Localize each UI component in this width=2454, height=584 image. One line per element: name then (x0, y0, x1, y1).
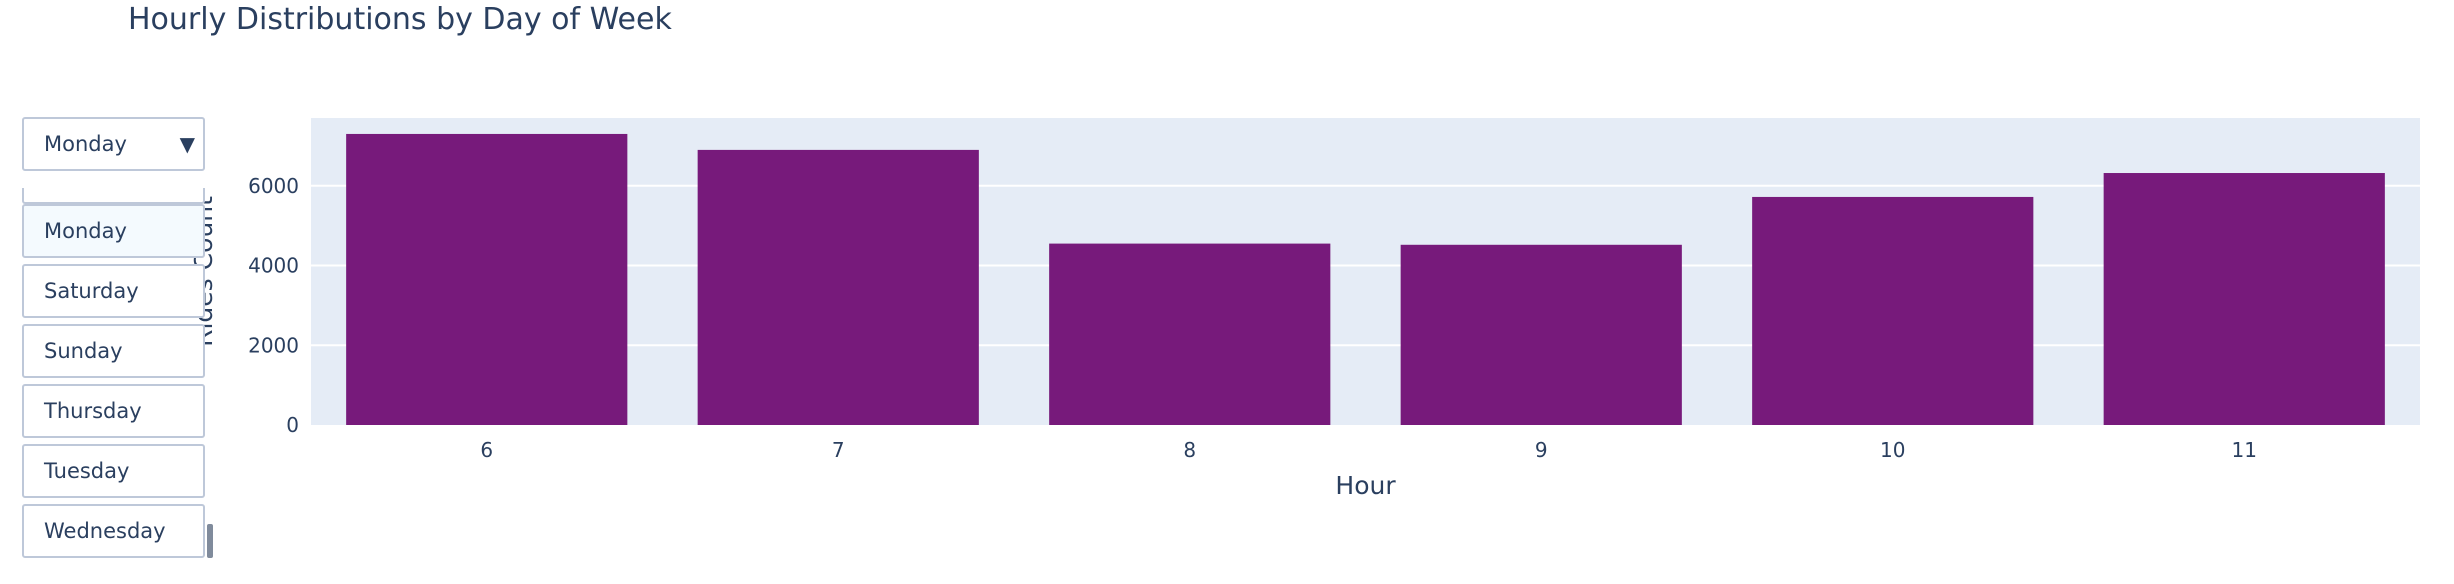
gridlines (311, 184, 2420, 347)
y-tick-label: 0 (286, 413, 299, 437)
triangle-down-icon: ▼ (179, 132, 195, 156)
bars (346, 133, 2385, 425)
chart-title: Hourly Distributions by Day of Week (128, 2, 672, 37)
y-tick-label: 4000 (248, 254, 299, 278)
bar-hour-11[interactable] (2103, 173, 2385, 425)
x-tick-label: 6 (480, 438, 493, 462)
dropdown-option-wednesday[interactable]: Wednesday (22, 504, 205, 558)
x-tick-label: 8 (1183, 438, 1196, 462)
bar-hour-7[interactable] (697, 149, 979, 425)
y-tick-label: 2000 (248, 333, 299, 357)
dropdown-option-tuesday[interactable]: Tuesday (22, 444, 205, 498)
dropdown-option-sunday[interactable]: Sunday (22, 324, 205, 378)
bar-hour-9[interactable] (1400, 244, 1682, 425)
x-tick-label: 9 (1535, 438, 1548, 462)
dropdown-partial-item (22, 188, 205, 204)
x-axis-label: Hour (1335, 471, 1396, 500)
dropdown-option-monday[interactable]: Monday (22, 204, 205, 258)
x-tick-label: 11 (2232, 438, 2257, 462)
day-dropdown-selected: Monday (44, 132, 127, 156)
bar-hour-8[interactable] (1049, 243, 1331, 425)
dropdown-option-saturday[interactable]: Saturday (22, 264, 205, 318)
y-tick-label: 6000 (248, 174, 299, 198)
x-tick-labels: 6 7 8 9 10 11 (480, 438, 2257, 462)
dropdown-scrollbar[interactable] (207, 524, 213, 558)
dropdown-option-thursday[interactable]: Thursday (22, 384, 205, 438)
x-tick-label: 10 (1880, 438, 1905, 462)
plot-area (311, 118, 2420, 425)
day-dropdown[interactable]: Monday ▼ (22, 117, 205, 171)
bar-hour-6[interactable] (346, 133, 628, 425)
bar-hour-10[interactable] (1752, 196, 2034, 425)
x-tick-label: 7 (832, 438, 845, 462)
y-tick-labels: 0 2000 4000 6000 (248, 174, 299, 437)
